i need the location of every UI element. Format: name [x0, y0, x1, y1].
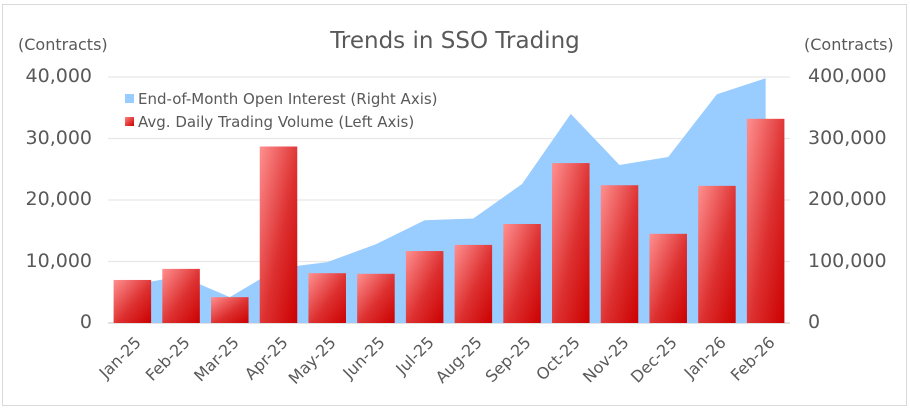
volume-bar [113, 279, 152, 323]
left-axis-tick: 30,000 [25, 126, 92, 149]
right-axis-unit: (Contracts) [804, 35, 894, 54]
legend: End-of-Month Open Interest (Right Axis) … [125, 87, 438, 133]
right-axis-tick: 100,000 [808, 249, 887, 272]
chart-title: Trends in SSO Trading [330, 28, 580, 54]
volume-bar [649, 233, 687, 323]
legend-label: Avg. Daily Trading Volume (Left Axis) [138, 112, 415, 131]
area-swatch-icon [125, 94, 134, 103]
volume-bar [211, 297, 249, 323]
left-axis-unit: (Contracts) [18, 35, 108, 54]
right-axis-tick: 300,000 [808, 126, 887, 149]
right-axis-tick: 200,000 [808, 188, 887, 210]
left-axis-tick: 0 [79, 311, 92, 333]
left-axis-tick: 10,000 [25, 249, 92, 272]
volume-bar [698, 185, 736, 323]
volume-bar [259, 146, 298, 323]
volume-bar [308, 273, 346, 323]
right-axis-tick: 400,000 [808, 65, 887, 87]
volume-bar [746, 118, 785, 323]
legend-label: End-of-Month Open Interest (Right Axis) [138, 89, 438, 108]
left-axis-tick: 40,000 [25, 65, 92, 87]
volume-bar [503, 223, 541, 323]
volume-bar [552, 163, 590, 323]
legend-item-trading-volume: Avg. Daily Trading Volume (Left Axis) [125, 110, 438, 133]
right-axis-tick: 0 [808, 311, 821, 333]
legend-item-open-interest: End-of-Month Open Interest (Right Axis) [125, 87, 438, 110]
volume-bar [357, 273, 395, 323]
volume-bar [454, 244, 493, 323]
bar-swatch-icon [125, 117, 134, 126]
volume-bar [405, 251, 444, 323]
volume-bar [600, 185, 639, 323]
left-axis-tick: 20,000 [25, 188, 92, 210]
volume-bar [162, 268, 200, 323]
